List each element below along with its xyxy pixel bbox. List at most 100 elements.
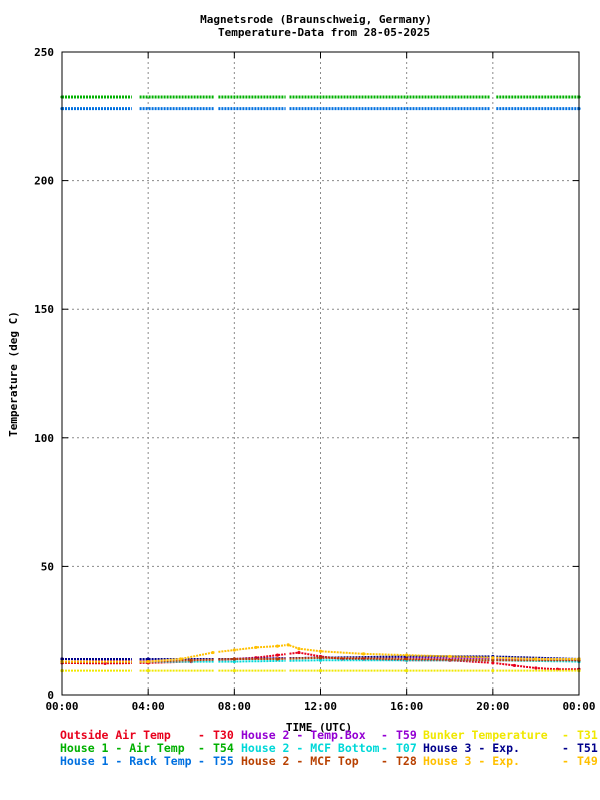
y-axis-ticks: 0 50 100 150 200 250 (34, 46, 579, 702)
chart-title-line-2: Temperature-Data from 28-05-2025 (218, 26, 430, 39)
legend-label: House 2 - Temp.Box (241, 728, 366, 742)
legend-dash: - (198, 728, 205, 742)
legend: Outside Air Temp - T30 House 2 - Temp.Box - T… (60, 728, 598, 768)
series-line (218, 659, 286, 663)
y-tick-label: 100 (34, 432, 54, 445)
data-point (318, 649, 323, 653)
x-tick-label: 20:00 (476, 700, 509, 713)
legend-dash: - (381, 741, 388, 755)
legend-code: T49 (577, 754, 598, 768)
data-point (275, 653, 280, 657)
data-point (405, 657, 409, 661)
chart-title: Magnetsrode (Braunschweig, Germany) Temp… (200, 13, 432, 39)
y-tick-label: 200 (34, 175, 54, 188)
data-point (211, 650, 215, 655)
y-axis-label: Temperature (deg C) (7, 311, 20, 437)
legend-label: House 1 - Rack Temp (60, 754, 192, 768)
data-point (448, 654, 452, 659)
legend-label: Bunker Temperature (423, 728, 548, 742)
legend-item: House 1 - Air Temp - T54 (60, 741, 234, 755)
x-axis-ticks: 00:00 04:00 08:00 12:00 16:00 20:00 00:00 (45, 52, 596, 713)
legend-dash: - (381, 754, 388, 768)
x-axis-label: TIME (UTC) (286, 721, 352, 734)
legend-dash: - (198, 754, 205, 768)
x-tick-label: 08:00 (218, 700, 251, 713)
data-point (361, 652, 366, 656)
legend-dash: - (198, 741, 205, 755)
series-line (289, 644, 490, 659)
legend-label: House 1 - Air Temp (60, 741, 185, 755)
series-line (496, 656, 579, 660)
legend-label: House 3 - Exp. (423, 754, 520, 768)
data-point (318, 668, 323, 673)
data-point (189, 658, 193, 662)
series-t49 (60, 643, 581, 664)
series-t54 (60, 95, 581, 99)
y-tick-label: 150 (34, 303, 54, 316)
legend-code: T28 (396, 754, 417, 768)
legend-item: House 2 - Temp.Box - T59 (241, 728, 417, 742)
legend-item: House 1 - Rack Temp - T55 (60, 754, 234, 768)
data-series (60, 95, 581, 673)
series-t55 (60, 106, 581, 111)
series-line (289, 656, 490, 662)
x-tick-label: 16:00 (390, 700, 423, 713)
legend-item: House 2 - MCF Bottom - T07 (241, 741, 417, 755)
legend-dash: - (562, 754, 569, 768)
data-point (297, 650, 301, 655)
data-point (275, 644, 280, 648)
legend-code: T54 (213, 741, 234, 755)
data-point (318, 658, 323, 662)
legend-dash: - (381, 728, 388, 742)
legend-code: T55 (213, 754, 234, 768)
data-point (254, 645, 258, 650)
data-point (146, 657, 150, 661)
data-point (146, 659, 150, 664)
data-point (512, 663, 516, 668)
series-t31 (60, 668, 581, 673)
legend-item: Outside Air Temp - T30 (60, 728, 234, 742)
legend-item: House 3 - Exp. - T51 (423, 741, 598, 755)
legend-code: T30 (213, 728, 234, 742)
legend-label: House 3 - Exp. (423, 741, 520, 755)
chart-title-line-1: Magnetsrode (Braunschweig, Germany) (200, 13, 432, 26)
x-tick-label: 00:00 (45, 700, 78, 713)
data-point (491, 656, 495, 660)
legend-dash: - (562, 741, 569, 755)
data-point (232, 668, 236, 673)
legend-code: T07 (396, 741, 417, 755)
series-line (496, 658, 579, 662)
x-tick-label: 00:00 (562, 700, 595, 713)
grid-lines (62, 52, 579, 695)
series-line (496, 655, 579, 660)
data-point (286, 643, 290, 647)
legend-dash: - (562, 728, 569, 742)
x-tick-label: 04:00 (132, 700, 165, 713)
data-point (491, 668, 495, 673)
data-point (405, 653, 409, 657)
data-point (232, 648, 236, 652)
series-line (62, 661, 132, 665)
data-point (534, 657, 538, 661)
y-tick-label: 250 (34, 46, 54, 59)
legend-label: House 2 - MCF Bottom (241, 741, 380, 755)
data-point (146, 668, 150, 673)
legend-item: House 2 - MCF Top - T28 (241, 754, 417, 768)
data-point (405, 668, 409, 673)
legend-item: Bunker Temperature - T31 (423, 728, 598, 742)
legend-code: T59 (396, 728, 417, 742)
legend-code: T31 (577, 728, 598, 742)
series-line (496, 662, 579, 671)
data-point (534, 666, 538, 670)
legend-label: Outside Air Temp (60, 728, 171, 742)
series-line (218, 657, 286, 661)
data-point (232, 657, 236, 661)
data-point (491, 661, 495, 665)
data-point (178, 657, 183, 661)
data-point (275, 657, 280, 661)
data-point (297, 647, 301, 651)
x-tick-label: 12:00 (304, 700, 337, 713)
series-line (218, 644, 286, 653)
y-tick-label: 50 (41, 560, 54, 573)
y-tick-label: 0 (47, 689, 54, 702)
